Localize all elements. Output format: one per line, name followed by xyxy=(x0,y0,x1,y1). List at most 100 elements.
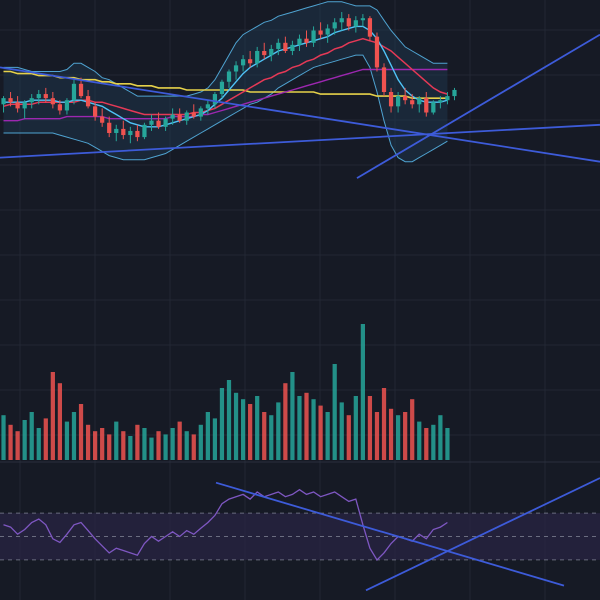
candle xyxy=(395,92,401,113)
volume-bar xyxy=(78,404,84,460)
candle-body xyxy=(360,18,365,21)
volume-bar xyxy=(71,412,77,460)
bollinger-band-fill xyxy=(3,1,448,162)
candle-body xyxy=(64,100,70,111)
volume-bar xyxy=(135,424,140,460)
candle-body xyxy=(304,38,309,43)
volume-bar xyxy=(332,364,337,460)
candle-body xyxy=(403,96,408,101)
candle xyxy=(339,12,344,31)
candle xyxy=(212,92,218,109)
candle xyxy=(381,63,387,97)
volume-bar xyxy=(107,434,112,460)
candle xyxy=(452,87,457,101)
candle-body xyxy=(431,102,436,113)
ma-slow-line xyxy=(3,68,448,122)
price-pane xyxy=(0,1,600,179)
volume-bar xyxy=(149,437,154,460)
sma-fast-line xyxy=(3,25,448,128)
candle xyxy=(43,87,48,103)
candle-body xyxy=(57,104,63,111)
candle xyxy=(255,46,260,68)
volume-bar xyxy=(240,399,246,460)
volume-bar xyxy=(163,434,168,460)
candle-body xyxy=(114,128,119,133)
bollinger-upper-line xyxy=(3,1,448,97)
candle xyxy=(248,51,253,68)
candle-body xyxy=(395,96,401,107)
volume-bar xyxy=(198,424,203,460)
candle-body xyxy=(325,28,330,35)
candle-body xyxy=(410,100,415,105)
trendline[interactable] xyxy=(0,123,600,159)
candle xyxy=(8,92,13,107)
candle xyxy=(163,116,168,131)
volume-bar xyxy=(438,415,443,460)
volume-bar xyxy=(177,421,182,460)
volume-bar xyxy=(142,428,147,460)
volume-bar xyxy=(311,399,316,460)
trendline[interactable] xyxy=(365,477,600,592)
candle xyxy=(311,26,316,47)
candle xyxy=(170,108,175,125)
volume-bar xyxy=(339,402,344,460)
volume-bar xyxy=(85,424,91,460)
candle-body xyxy=(93,106,98,117)
volume-bar xyxy=(374,412,380,460)
candle xyxy=(374,32,380,72)
trendline[interactable] xyxy=(215,481,565,587)
trendline[interactable] xyxy=(0,66,600,163)
candle xyxy=(360,14,365,27)
candle-body xyxy=(135,130,140,138)
candle xyxy=(353,16,358,33)
volume-bar xyxy=(114,421,119,460)
candle-body xyxy=(388,92,394,107)
candle xyxy=(325,24,330,43)
candle-body xyxy=(29,98,34,103)
candle xyxy=(1,96,6,113)
candle-body xyxy=(121,128,126,136)
candle xyxy=(226,69,232,88)
candle-body xyxy=(262,51,267,56)
candle xyxy=(191,104,196,119)
volume-bar xyxy=(29,412,34,460)
candle xyxy=(100,108,105,127)
volume-bar xyxy=(170,428,175,460)
candle xyxy=(431,100,436,115)
candle xyxy=(318,22,323,39)
volume-bar xyxy=(353,396,358,460)
candle-body xyxy=(78,83,84,97)
candle-body xyxy=(283,42,288,51)
candle-body xyxy=(248,59,253,64)
volume-bar xyxy=(219,388,225,460)
candle-body xyxy=(8,98,13,103)
volume-bar xyxy=(431,424,436,460)
candle-body xyxy=(212,94,218,105)
candle-body xyxy=(107,122,112,133)
candle-body xyxy=(205,104,210,109)
candle xyxy=(388,87,394,113)
candle-body xyxy=(191,112,196,117)
candle xyxy=(184,110,189,125)
candle-body xyxy=(424,98,429,113)
candle-body xyxy=(177,114,182,121)
candle-body xyxy=(15,102,20,109)
volume-bar xyxy=(15,431,20,460)
rsi-line xyxy=(3,488,448,561)
volume-bar xyxy=(64,421,70,460)
candle xyxy=(177,108,182,123)
volume-bar xyxy=(388,408,394,460)
volume-bar xyxy=(36,428,41,460)
candle xyxy=(240,55,246,72)
volume-bar xyxy=(248,404,253,460)
candle xyxy=(417,96,422,113)
trendline[interactable] xyxy=(356,33,600,179)
volume-bar xyxy=(233,392,239,460)
candle xyxy=(36,89,41,105)
volume-bar xyxy=(403,412,408,460)
volume-bar xyxy=(8,424,13,460)
candle-body xyxy=(311,30,316,43)
candle-body xyxy=(163,118,168,127)
candle-body xyxy=(332,22,337,29)
